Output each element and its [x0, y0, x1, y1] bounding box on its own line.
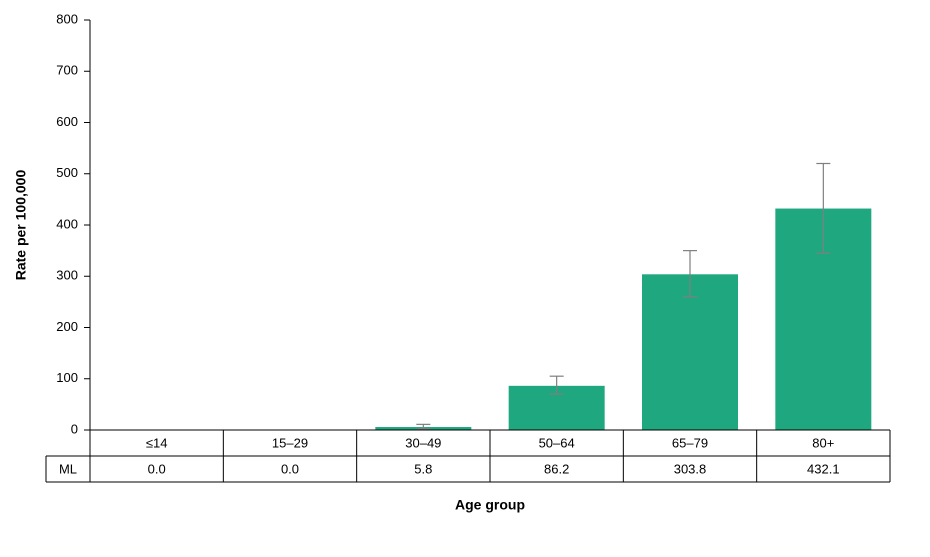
category-label: 80+ — [812, 436, 834, 451]
table-value: 86.2 — [544, 462, 569, 477]
y-tick-label: 400 — [56, 216, 78, 231]
y-axis-label: Rate per 100,000 — [13, 170, 29, 281]
y-tick-label: 200 — [56, 319, 78, 334]
y-tick-label: 300 — [56, 268, 78, 283]
x-axis-label: Age group — [455, 497, 525, 513]
y-tick-label: 600 — [56, 114, 78, 129]
table-value: 303.8 — [674, 462, 707, 477]
y-tick-label: 500 — [56, 165, 78, 180]
category-label: 65–79 — [672, 436, 708, 451]
table-value: 5.8 — [414, 462, 432, 477]
table-value: 0.0 — [148, 462, 166, 477]
y-tick-label: 100 — [56, 370, 78, 385]
table-row-header: ML — [59, 462, 77, 477]
category-label: 15–29 — [272, 436, 308, 451]
category-label: 30–49 — [405, 436, 441, 451]
y-tick-label: 700 — [56, 63, 78, 78]
category-label: ≤14 — [146, 436, 168, 451]
bar — [642, 274, 738, 430]
table-value: 0.0 — [281, 462, 299, 477]
y-tick-label: 800 — [56, 11, 78, 26]
bar-chart: 0 100 200 300 400 500 600 700 800 Rate per 100,00… — [0, 0, 930, 557]
category-label: 50–64 — [539, 436, 575, 451]
chart-container: 0 100 200 300 400 500 600 700 800 Rate per 100,00… — [0, 0, 930, 557]
y-tick-label: 0 — [71, 421, 78, 436]
table-value: 432.1 — [807, 462, 840, 477]
